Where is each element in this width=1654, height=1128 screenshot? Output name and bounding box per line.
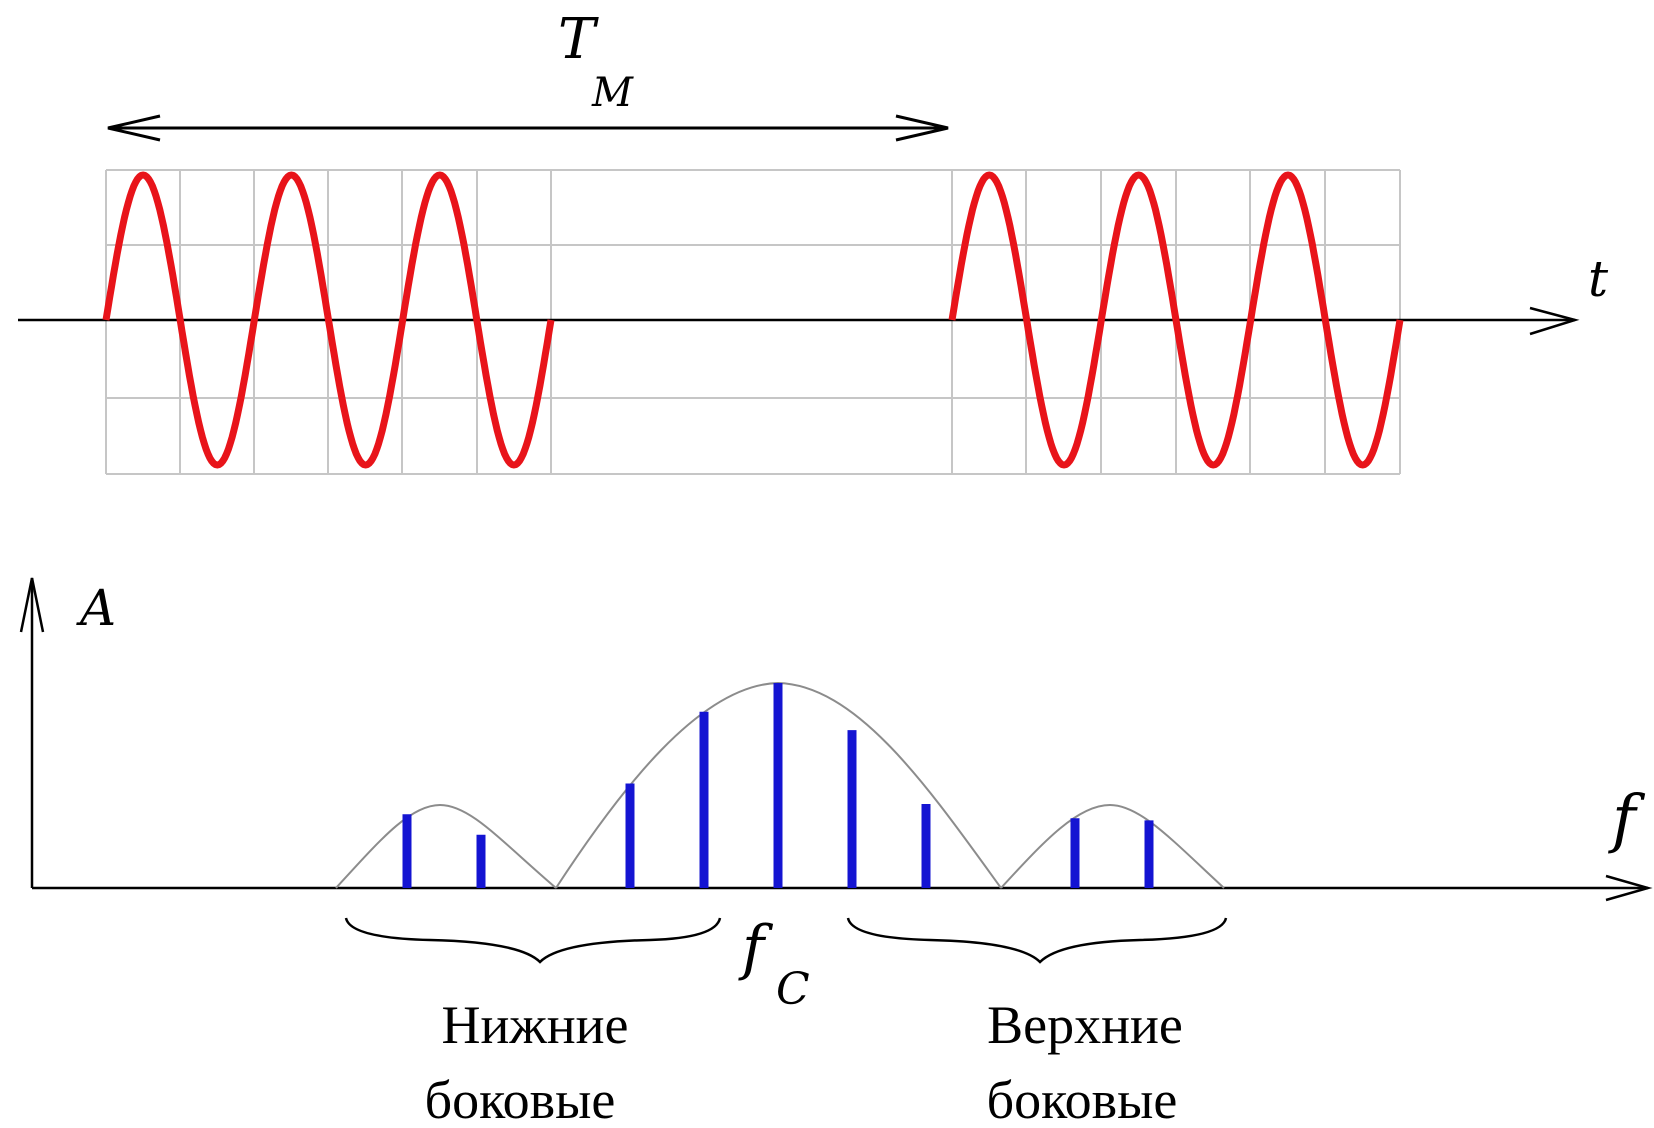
upper-sideband-brace [846,917,1228,964]
spectral-lines [402,683,1154,888]
signal-burst-1 [102,171,555,469]
period-subscript: M [591,70,634,116]
lower-sideband-brace [344,917,722,964]
carrier-label: f [738,913,774,983]
period-arrow [107,114,949,142]
lower-sideband-lobe [335,803,557,889]
lower-sidebands-caption-line1: Нижние [442,995,629,1055]
period-label: T [558,7,599,72]
time-axis-label: t [1588,250,1609,308]
carrier-subscript: C [776,964,810,1015]
upper-sidebands-caption-line2: боковые [987,1070,1178,1128]
upper-sideband-lobe [1000,803,1225,889]
upper-sidebands-caption-line1: Верхние [987,995,1183,1055]
amplitude-axis [19,577,45,888]
time-grid [105,169,1401,475]
lower-sidebands-caption-line2: боковые [425,1070,616,1128]
frequency-axis-label: f [1608,782,1646,856]
time-axis [18,306,1580,336]
frequency-axis [32,874,1653,902]
signal-burst-2 [948,171,1404,469]
amplitude-axis-label: A [76,579,116,637]
